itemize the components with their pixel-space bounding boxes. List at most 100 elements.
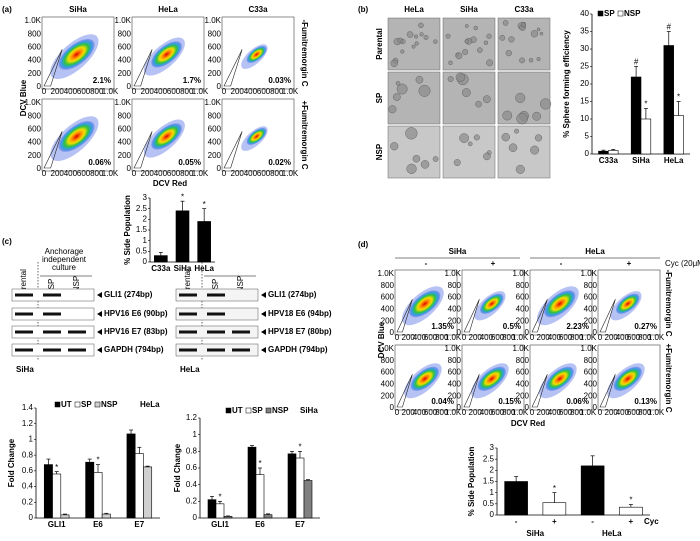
y-tick-label: 20 [580, 79, 589, 88]
bar [52, 473, 62, 519]
flow-tick-label: 800 [270, 169, 284, 178]
percentage: 0.27% [634, 322, 657, 331]
y-axis-title: Fold Change [173, 443, 182, 492]
x-tick-label: GLI1 [48, 520, 66, 529]
y-tick-label: 0.6 [22, 466, 34, 475]
flow-tick-label: 200 [231, 87, 245, 96]
legend-swatch [74, 401, 81, 408]
arrow [261, 329, 266, 335]
sp-gate [599, 374, 616, 408]
flow-tick-label: 800 [584, 356, 598, 365]
flow-tick-label: 600 [77, 169, 91, 178]
flow-tick-label: 0 [462, 408, 467, 417]
band [15, 312, 33, 316]
flow-tick-label: 800 [570, 408, 584, 417]
cell [405, 127, 418, 140]
panel-label: (d) [358, 240, 369, 249]
bar [143, 466, 153, 519]
y-tick-label: 1.2 [186, 413, 198, 422]
flow-tick-label: 200 [605, 408, 619, 417]
row-label: NSP [375, 143, 384, 160]
sp-gate [43, 131, 63, 169]
bar [663, 45, 674, 155]
flow-tick-label: 1.0K [581, 344, 598, 353]
x-tick-label: HeLa [664, 156, 684, 165]
flow-tick-label: 400 [548, 333, 562, 342]
annotation: * [181, 192, 184, 201]
flow-tick-label: 1.0K [445, 408, 462, 417]
y-axis-title: % Side Population [467, 446, 476, 516]
arrow [261, 292, 266, 298]
chart-subtitle: HeLa [140, 400, 160, 409]
percentage: 0.05% [178, 158, 201, 167]
cell [406, 31, 414, 38]
row-label: +Fumitremorgin C [664, 343, 673, 412]
arrow [97, 329, 102, 335]
flow-tick-label: 0 [37, 164, 42, 173]
micrograph [442, 125, 496, 179]
flow-tick-label: 800 [270, 87, 284, 96]
band [179, 330, 197, 334]
cell [396, 83, 408, 95]
arrow [261, 311, 266, 317]
flow-tick-label: 400 [480, 408, 494, 417]
flow-tick-label: 400 [448, 305, 462, 314]
cell [501, 133, 510, 142]
flow-tick-label: 800 [381, 281, 395, 290]
flow-tick-label: 1.0K [445, 269, 462, 278]
cell [459, 133, 469, 143]
cell [534, 134, 543, 142]
cell [482, 95, 491, 104]
chart-subtitle: SiHa [300, 406, 318, 415]
cell [502, 20, 509, 26]
cell [433, 39, 438, 44]
lane-label: NSP [72, 276, 81, 292]
cell-density [151, 41, 182, 68]
flow-tick-label: 800 [448, 281, 462, 290]
flow-tick-label: 800 [28, 111, 42, 120]
bar [255, 474, 265, 519]
legend-label: SP [604, 9, 615, 18]
legend-label: UT [61, 400, 72, 409]
cell-label: SiHa [16, 365, 34, 374]
annotation: * [218, 492, 221, 501]
flow-tick-label: 400 [448, 380, 462, 389]
y-tick-label: 1 [193, 430, 198, 439]
flow-tick-label: 400 [381, 380, 395, 389]
annotation: * [55, 463, 58, 472]
bar [619, 506, 643, 516]
flow-tick-label: 200 [208, 151, 222, 160]
flow-tick-label: 0 [42, 87, 47, 96]
cell [505, 50, 512, 57]
x-tick-label: - [515, 517, 518, 526]
cell [418, 22, 424, 29]
lane-label: Parental [183, 269, 192, 299]
x-tick-label: E7 [295, 520, 305, 529]
cell [528, 58, 534, 63]
treatment-label: Cyc (20μM) [665, 259, 700, 268]
cell [499, 34, 506, 41]
flow-tick-label: 800 [208, 29, 222, 38]
percentage: 0.04% [431, 397, 454, 406]
flow-tick-label: 600 [28, 43, 42, 52]
cell [536, 27, 541, 32]
flow-tick-label: 1.0K [102, 169, 119, 178]
condition-label: + [627, 259, 632, 268]
flow-tick-label: 200 [537, 408, 551, 417]
sp-gate [133, 49, 153, 87]
percentage: 2.1% [93, 76, 111, 85]
y-axis-title: % Sphere forming efficiency [562, 30, 571, 138]
bar [580, 465, 605, 516]
cell-density [545, 366, 574, 391]
arrow [261, 347, 266, 353]
band [207, 348, 225, 352]
y-tick-label: 3 [143, 193, 148, 202]
legend-swatch [225, 407, 232, 414]
flow-tick-label: 600 [208, 125, 222, 134]
cell [502, 110, 513, 121]
bar [247, 446, 257, 519]
flow-tick-label: 800 [516, 356, 530, 365]
cell [411, 44, 416, 49]
bar [223, 516, 233, 519]
y-tick-label: 1 [490, 488, 495, 497]
